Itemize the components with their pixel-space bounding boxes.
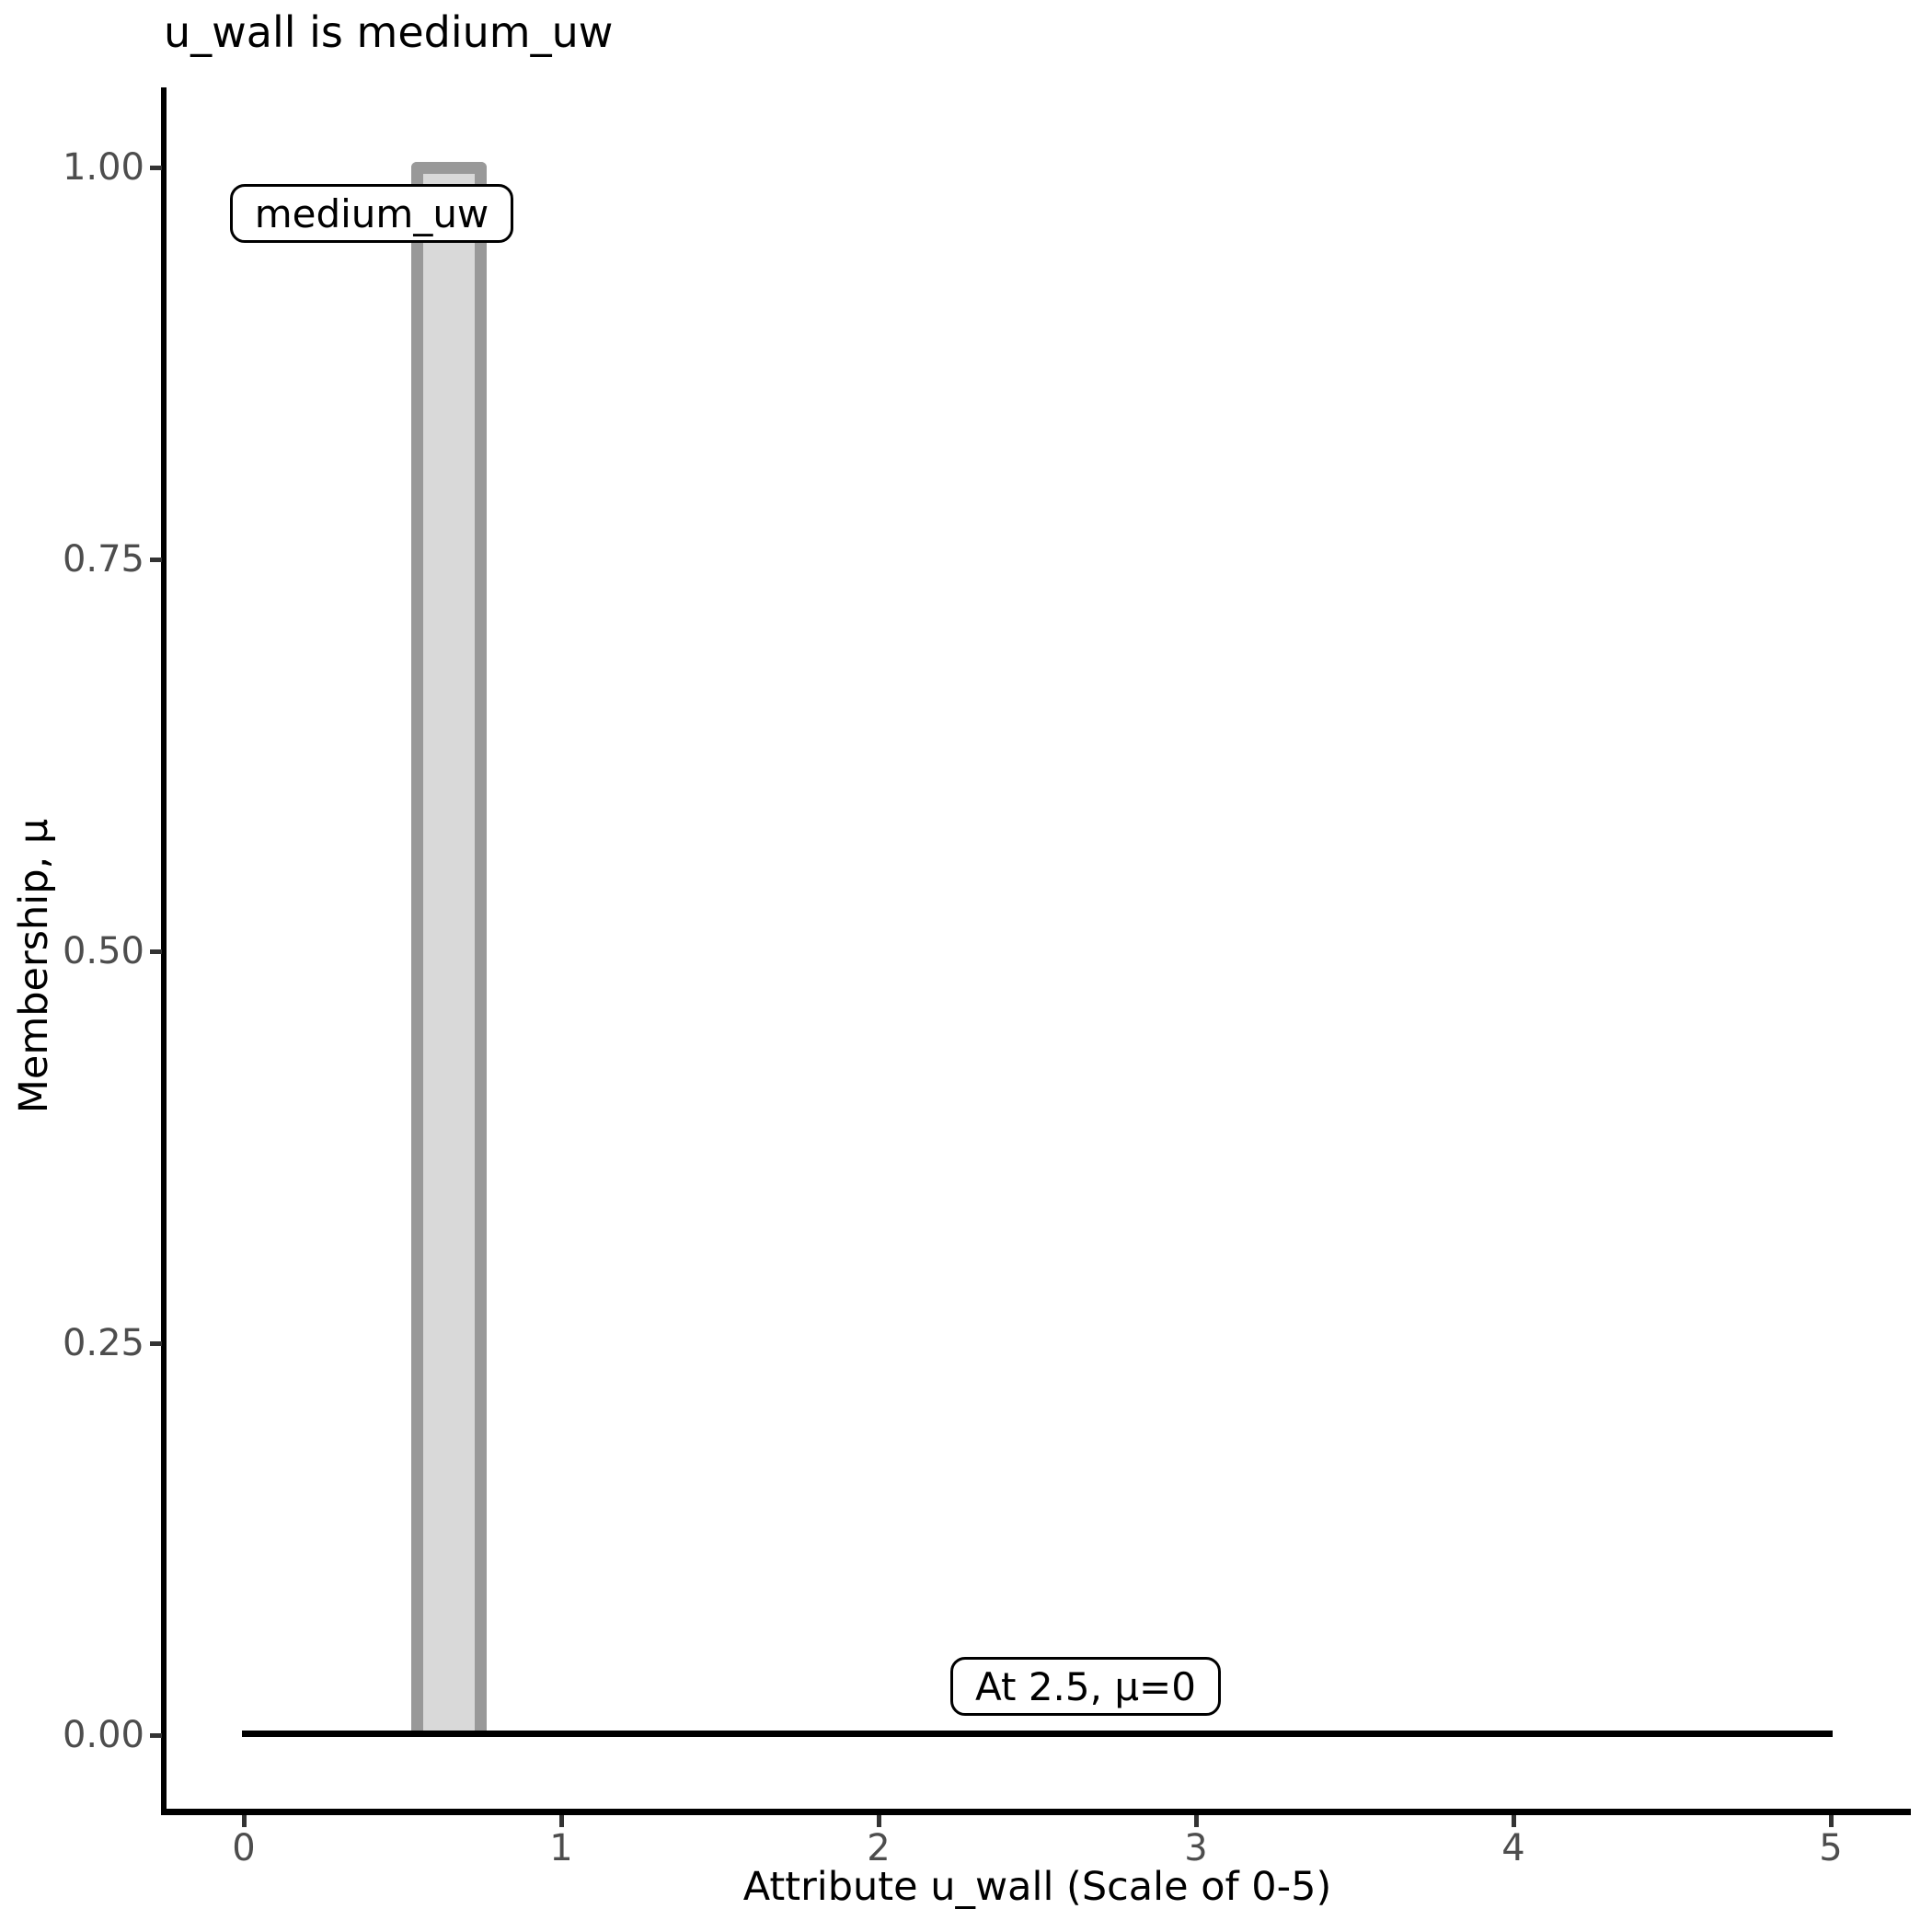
y-tick-label: 0.00 (62, 1714, 144, 1756)
y-axis-line (161, 87, 167, 1815)
y-tick-label: 0.75 (62, 538, 144, 581)
y-tick-label: 0.50 (62, 930, 144, 972)
y-tick-0.25 (150, 1341, 162, 1346)
annotation-medium-uw: medium_uw (230, 184, 513, 243)
x-tick-label: 2 (867, 1827, 891, 1869)
x-tick-label: 1 (549, 1827, 573, 1869)
y-axis-label: Membership, μ (11, 818, 57, 1114)
x-tick-1 (559, 1815, 564, 1827)
x-tick-2 (877, 1815, 881, 1827)
membership-baseline-mu0 (242, 1731, 1833, 1737)
y-tick-1.00 (150, 166, 162, 170)
x-tick-label: 4 (1501, 1827, 1525, 1869)
annotation-medium-uw-text: medium_uw (254, 190, 489, 236)
x-tick-0 (242, 1815, 247, 1827)
x-tick-label: 0 (232, 1827, 256, 1869)
x-axis-label: Attribute u_wall (Scale of 0-5) (742, 1864, 1332, 1910)
x-axis-line (161, 1809, 1911, 1815)
x-tick-label: 3 (1184, 1827, 1208, 1869)
x-tick-5 (1829, 1815, 1834, 1827)
annotation-at-2-5-mu-0-text: At 2.5, μ=0 (975, 1663, 1196, 1709)
membership-rect-medium-uw (411, 162, 487, 1735)
y-tick-label: 1.00 (62, 146, 144, 189)
y-tick-0.50 (150, 949, 162, 954)
x-tick-4 (1512, 1815, 1516, 1827)
y-tick-0.75 (150, 558, 162, 562)
annotation-at-2-5-mu-0: At 2.5, μ=0 (950, 1657, 1221, 1716)
chart-title: u_wall is medium_uw (164, 7, 614, 57)
y-tick-label: 0.25 (62, 1322, 144, 1364)
x-tick-label: 5 (1819, 1827, 1843, 1869)
x-tick-3 (1194, 1815, 1199, 1827)
y-tick-0.00 (150, 1733, 162, 1738)
